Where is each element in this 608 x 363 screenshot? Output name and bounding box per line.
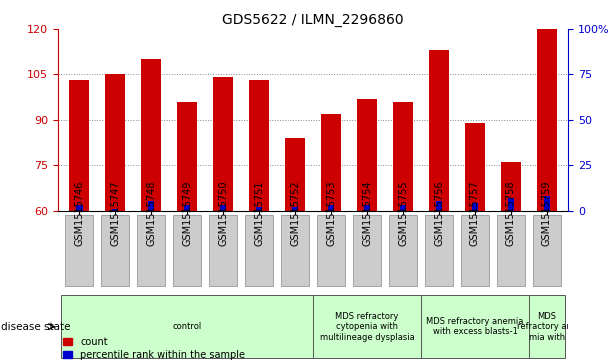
FancyBboxPatch shape [137,215,165,286]
FancyBboxPatch shape [353,215,381,286]
FancyBboxPatch shape [461,215,489,286]
Text: GSM1515747: GSM1515747 [110,180,120,246]
FancyBboxPatch shape [529,295,565,358]
Bar [256,207,262,211]
Bar [364,205,370,211]
Bar [213,77,233,211]
Text: GSM1515758: GSM1515758 [506,180,516,246]
FancyBboxPatch shape [317,215,345,286]
Text: GSM1515748: GSM1515748 [147,180,156,246]
Text: MDS refractory
cytopenia with
multilineage dysplasia: MDS refractory cytopenia with multilinea… [320,312,415,342]
Bar [465,123,485,211]
Text: GSM1515757: GSM1515757 [470,180,480,246]
Bar [178,102,197,211]
Text: disease state: disease state [1,322,71,332]
Text: GSM1515754: GSM1515754 [362,180,372,246]
FancyBboxPatch shape [425,215,453,286]
Bar [142,59,161,211]
Bar [292,207,299,211]
Bar [472,203,478,211]
Bar [436,201,442,211]
FancyBboxPatch shape [281,215,309,286]
Text: MDS refractory anemia
with excess blasts-1: MDS refractory anemia with excess blasts… [426,317,523,337]
Title: GDS5622 / ILMN_2296860: GDS5622 / ILMN_2296860 [223,13,404,26]
Bar [544,196,550,211]
FancyBboxPatch shape [209,215,237,286]
Bar [429,50,449,211]
Bar [501,162,521,211]
FancyBboxPatch shape [245,215,273,286]
Bar [184,205,190,211]
Bar [393,102,413,211]
FancyBboxPatch shape [497,215,525,286]
FancyBboxPatch shape [313,295,421,358]
Text: GSM1515751: GSM1515751 [254,180,264,246]
FancyBboxPatch shape [421,295,529,358]
Bar [69,81,89,211]
Text: GSM1515752: GSM1515752 [290,180,300,246]
Text: GSM1515755: GSM1515755 [398,180,408,246]
FancyBboxPatch shape [61,295,313,358]
FancyBboxPatch shape [533,215,561,286]
FancyBboxPatch shape [389,215,417,286]
Bar [220,205,226,211]
Bar [249,81,269,211]
Legend: count, percentile rank within the sample: count, percentile rank within the sample [63,337,245,360]
Text: GSM1515749: GSM1515749 [182,180,192,246]
Text: control: control [173,322,202,331]
Bar [148,201,154,211]
Bar [105,74,125,211]
Text: GSM1515756: GSM1515756 [434,180,444,246]
Bar [400,205,406,211]
Bar [508,198,514,211]
Text: GSM1515750: GSM1515750 [218,180,228,246]
Bar [357,99,377,211]
Bar [321,114,341,211]
Bar [112,209,119,211]
Bar [285,138,305,211]
Bar [537,29,557,211]
Text: GSM1515746: GSM1515746 [74,180,85,246]
FancyBboxPatch shape [173,215,201,286]
Text: MDS
refractory ane
mia with: MDS refractory ane mia with [517,312,577,342]
FancyBboxPatch shape [102,215,130,286]
FancyBboxPatch shape [65,215,94,286]
Text: GSM1515759: GSM1515759 [542,180,552,246]
Bar [76,205,83,211]
Bar [328,205,334,211]
Text: GSM1515753: GSM1515753 [326,180,336,246]
